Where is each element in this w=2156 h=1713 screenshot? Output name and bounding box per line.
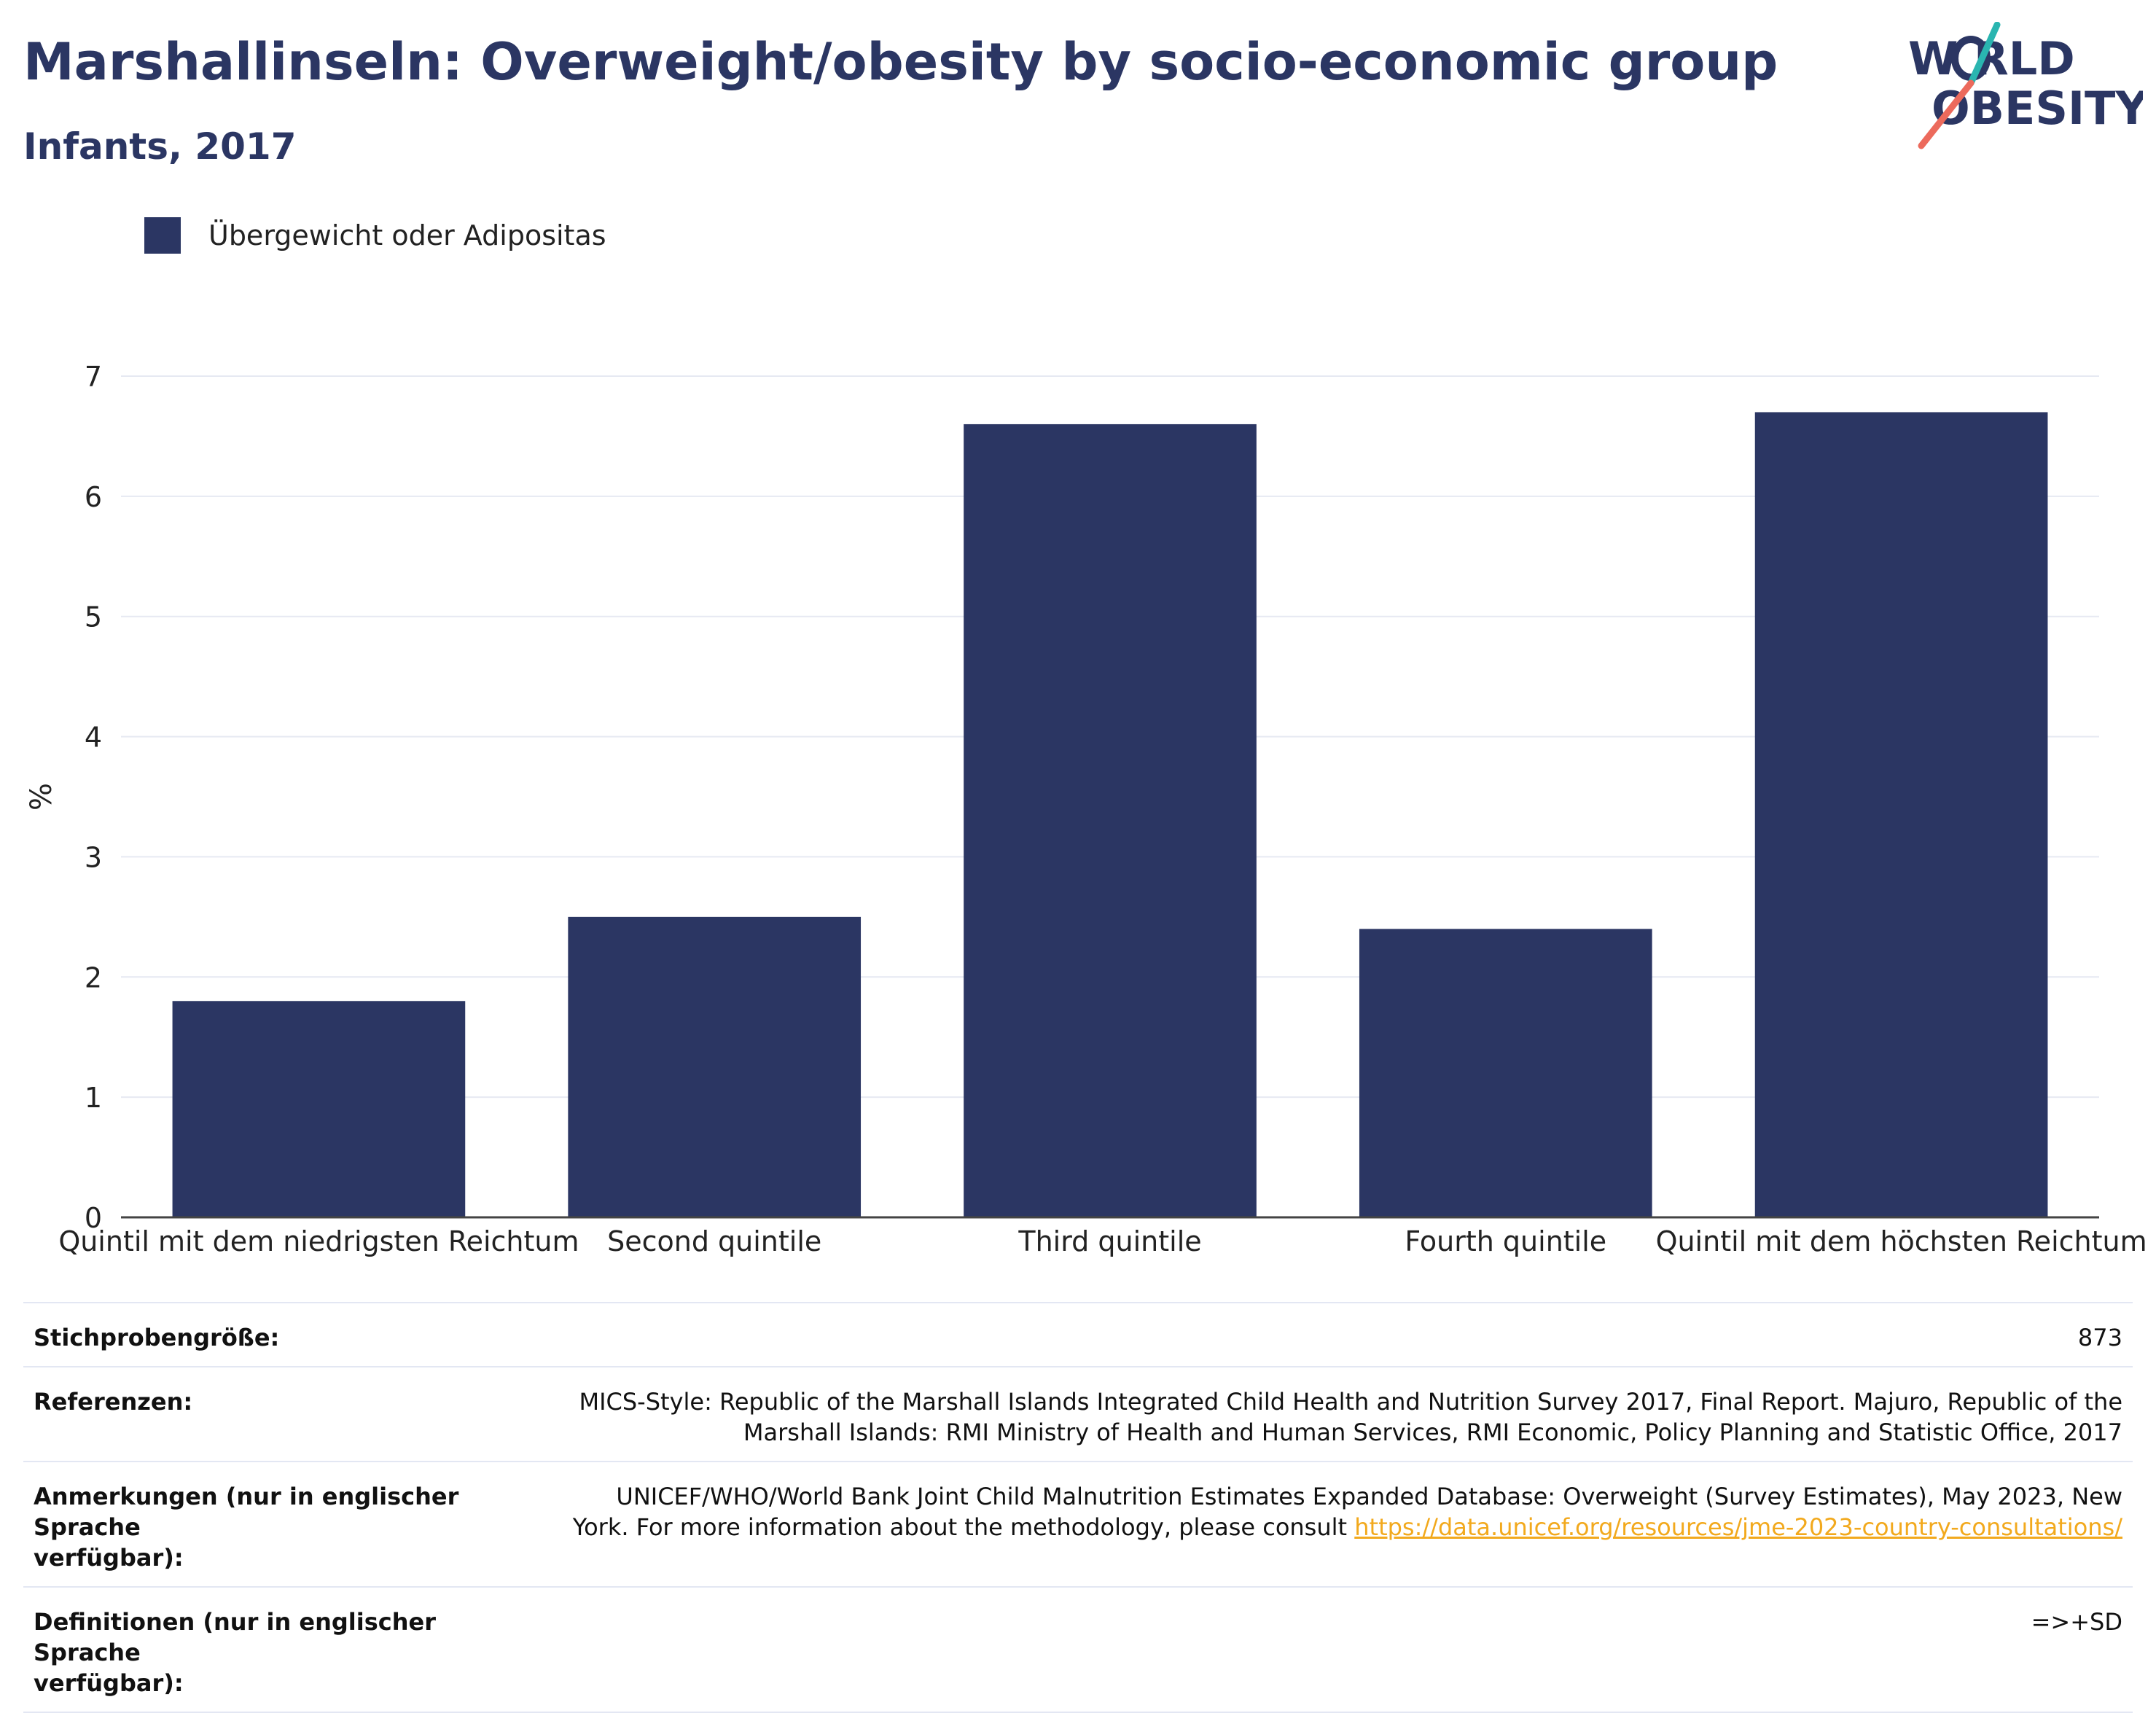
notes-line-1: UNICEF/WHO/World Bank Joint Child Malnut… (616, 1483, 2122, 1510)
notes-label-line-2: verfügbar): (34, 1544, 184, 1572)
notes-value: UNICEF/WHO/World Bank Joint Child Malnut… (554, 1461, 2133, 1587)
bar[interactable] (568, 916, 862, 1217)
bar[interactable] (172, 1001, 466, 1217)
bar[interactable] (1754, 412, 2048, 1217)
y-tick-label: 3 (85, 841, 102, 873)
sample-size-label: Stichprobengröße: (23, 1302, 554, 1367)
references-label: Referenzen: (23, 1366, 554, 1462)
meta-row-notes: Anmerkungen (nur in englischer Sprache v… (23, 1461, 2133, 1587)
y-tick-label: 2 (85, 961, 102, 994)
legend-label: Übergewicht oder Adipositas (208, 219, 606, 251)
bar[interactable] (1359, 929, 1652, 1217)
definitions-label-line-2: verfügbar): (34, 1669, 184, 1697)
bars (172, 412, 2048, 1217)
notes-label-line-1: Anmerkungen (nur in englischer Sprache (34, 1483, 459, 1541)
y-tick-label: 6 (85, 481, 102, 513)
notes-line-2: York. For more information about the met… (572, 1513, 1355, 1541)
references-value: MICS-Style: Republic of the Marshall Isl… (554, 1366, 2133, 1462)
axes: 0 1 2 3 4 5 6 7 Quintil mit dem niedrigsten Reic… (25, 361, 2147, 1257)
x-tick-label: Third quintile (1018, 1225, 1201, 1257)
definitions-label: Definitionen (nur in englischer Sprache … (23, 1586, 554, 1713)
bar-chart: 0 1 2 3 4 5 6 7 Quintil mit dem niedrigsten Reic… (25, 361, 2147, 1257)
world-obesity-logo: W RLD OBESITY (1908, 22, 2143, 149)
y-tick-label: 4 (85, 722, 102, 754)
y-tick-label: 7 (85, 361, 102, 393)
meta-row-definitions: Definitionen (nur in englischer Sprache … (23, 1586, 2133, 1713)
metadata-table: Stichprobengröße: 873 Referenzen: MICS-S… (23, 1302, 2133, 1713)
bar[interactable] (964, 424, 1257, 1217)
chart-subtitle: Infants, 2017 (23, 125, 297, 168)
sample-size-value: 873 (554, 1302, 2133, 1367)
legend-swatch (144, 217, 181, 254)
meta-row-references: Referenzen: MICS-Style: Republic of the … (23, 1366, 2133, 1462)
definitions-value: =>+SD (554, 1586, 2133, 1713)
definitions-label-line-1: Definitionen (nur in englischer Sprache (34, 1608, 436, 1666)
methodology-link[interactable]: https://data.unicef.org/resources/jme-20… (1354, 1513, 2122, 1541)
references-line-1: MICS-Style: Republic of the Marshall Isl… (579, 1388, 2122, 1416)
y-tick-label: 5 (85, 601, 102, 633)
x-tick-label: Quintil mit dem niedrigsten Reichtum (58, 1225, 579, 1257)
legend[interactable]: Übergewicht oder Adipositas (144, 216, 606, 255)
x-tick-label: Fourth quintile (1405, 1225, 1606, 1257)
y-axis-label: % (25, 783, 58, 811)
logo-slash-coral (1918, 79, 1975, 149)
notes-label: Anmerkungen (nur in englischer Sprache v… (23, 1461, 554, 1587)
y-tick-label: 1 (85, 1082, 102, 1114)
y-tick-label: 0 (85, 1202, 102, 1234)
chart-title: Marshallinseln: Overweight/obesity by so… (23, 32, 1778, 92)
logo-slash-teal (1967, 22, 2001, 87)
x-tick-label: Second quintile (607, 1225, 821, 1257)
references-line-2: Marshall Islands: RMI Ministry of Health… (743, 1419, 2122, 1446)
meta-row-sample-size: Stichprobengröße: 873 (23, 1302, 2133, 1367)
x-tick-label: Quintil mit dem höchsten Reichtum (1656, 1225, 2147, 1257)
